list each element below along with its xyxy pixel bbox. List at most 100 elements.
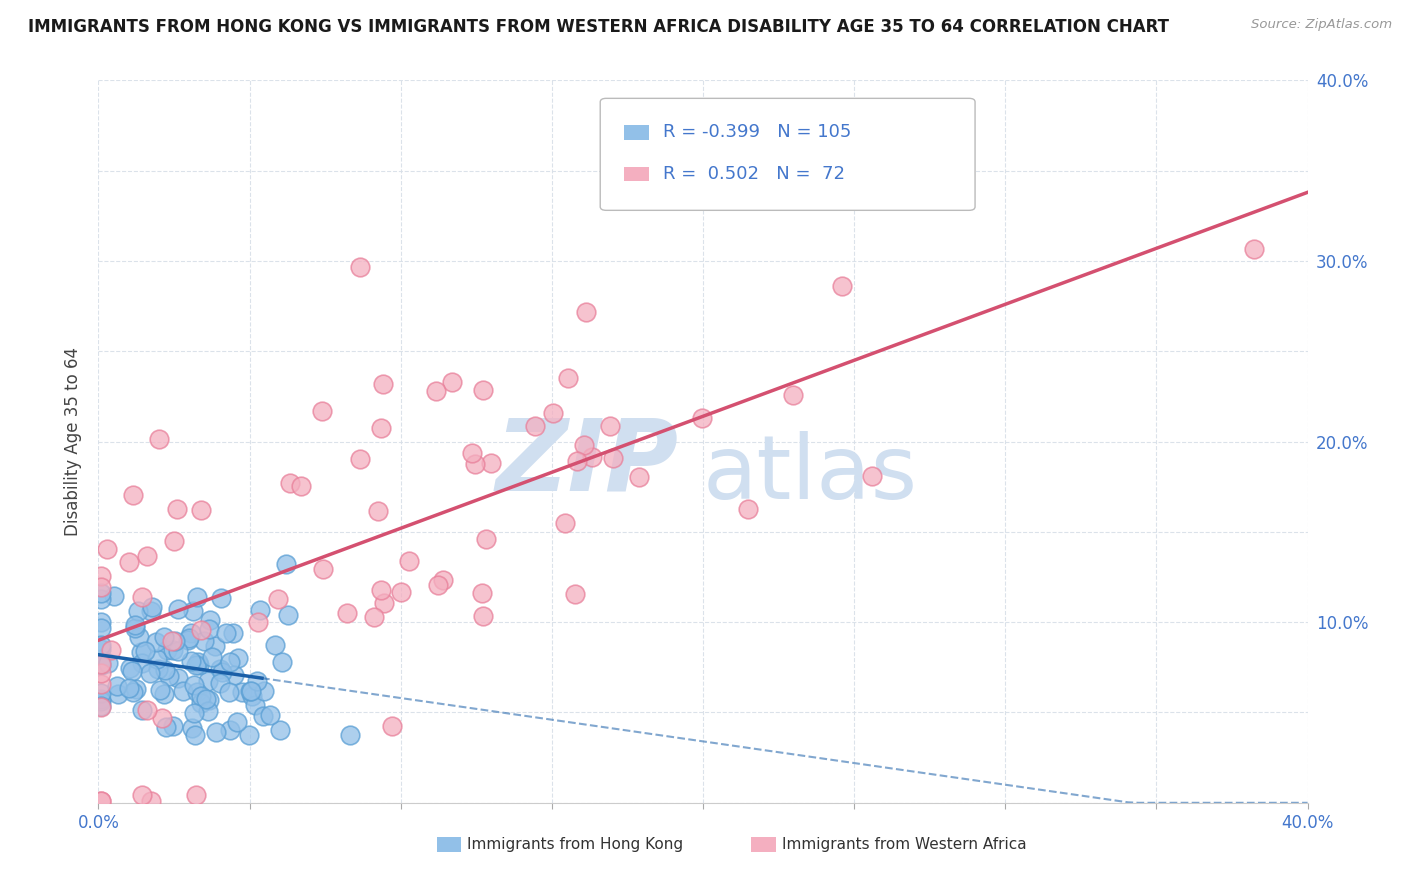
Point <box>90 621 112 635</box>
Point <box>90 642 112 657</box>
Point <box>226 650 249 665</box>
Point <box>90 658 112 673</box>
Point <box>564 587 586 601</box>
Point <box>259 707 281 722</box>
Point <box>572 438 595 452</box>
Point <box>222 667 245 681</box>
Point <box>627 469 650 483</box>
Point <box>105 679 128 693</box>
Point <box>120 660 142 674</box>
Point <box>349 452 371 467</box>
Point <box>557 371 579 385</box>
Point <box>246 615 269 630</box>
Text: ZIP: ZIP <box>496 415 679 512</box>
Point <box>367 504 389 518</box>
Point <box>274 558 297 572</box>
Point <box>188 658 211 673</box>
Point <box>177 632 200 647</box>
Point <box>187 655 209 669</box>
Point <box>253 683 276 698</box>
Point <box>90 568 112 582</box>
Point <box>135 549 157 563</box>
Point <box>90 638 112 652</box>
Point <box>118 681 141 696</box>
Point <box>554 516 576 530</box>
Point <box>252 708 274 723</box>
Point <box>177 632 200 646</box>
FancyBboxPatch shape <box>600 98 976 211</box>
Point <box>278 475 301 490</box>
Point <box>461 446 484 460</box>
Point <box>193 634 215 648</box>
Point <box>139 666 162 681</box>
Point <box>90 615 112 629</box>
Point <box>163 634 186 648</box>
Point <box>153 687 176 701</box>
Point <box>389 585 412 599</box>
Point <box>581 450 603 464</box>
Point <box>471 608 494 623</box>
Point <box>363 610 385 624</box>
Point <box>167 644 190 658</box>
Point <box>381 719 404 733</box>
Point <box>190 503 212 517</box>
Point <box>204 639 226 653</box>
Point <box>153 630 176 644</box>
Point <box>479 456 502 470</box>
Point <box>90 685 112 699</box>
Text: Source: ZipAtlas.com: Source: ZipAtlas.com <box>1251 18 1392 31</box>
Point <box>190 623 212 637</box>
Point <box>128 630 150 644</box>
Point <box>349 260 371 274</box>
Point <box>103 590 125 604</box>
Point <box>269 723 291 737</box>
Point <box>737 502 759 516</box>
Point <box>264 638 287 652</box>
Point <box>145 634 167 648</box>
Point <box>90 666 112 681</box>
Point <box>100 642 122 657</box>
Point <box>131 645 153 659</box>
Point <box>90 652 112 666</box>
Point <box>183 678 205 692</box>
Point <box>90 694 112 708</box>
Text: Immigrants from Hong Kong: Immigrants from Hong Kong <box>467 838 683 852</box>
Text: atlas: atlas <box>703 431 918 517</box>
Point <box>205 724 228 739</box>
Point <box>124 621 146 635</box>
Point <box>90 698 112 713</box>
Point <box>201 650 224 665</box>
Point <box>167 672 190 686</box>
Point <box>831 279 853 293</box>
Text: Immigrants from Western Africa: Immigrants from Western Africa <box>782 838 1026 852</box>
Point <box>471 586 494 600</box>
Point <box>121 665 143 679</box>
Point <box>107 687 129 701</box>
Point <box>239 683 262 698</box>
Point <box>211 665 233 679</box>
Point <box>197 704 219 718</box>
Point <box>215 626 238 640</box>
Point <box>373 377 395 392</box>
Point <box>184 658 207 673</box>
Point <box>156 643 179 657</box>
Point <box>209 676 232 690</box>
Point <box>186 685 208 699</box>
Point <box>172 684 194 698</box>
Point <box>155 720 177 734</box>
Point <box>240 689 263 703</box>
Point <box>139 794 162 808</box>
Point <box>186 788 208 802</box>
Point <box>162 642 184 657</box>
Point <box>148 662 170 676</box>
Point <box>90 657 112 672</box>
Point <box>277 608 299 623</box>
Point <box>90 580 112 594</box>
Point <box>183 706 205 720</box>
Point <box>190 689 212 703</box>
Point <box>312 562 335 576</box>
Point <box>599 419 621 434</box>
Bar <box>624 167 648 181</box>
Point <box>149 683 172 698</box>
Point <box>90 794 112 808</box>
